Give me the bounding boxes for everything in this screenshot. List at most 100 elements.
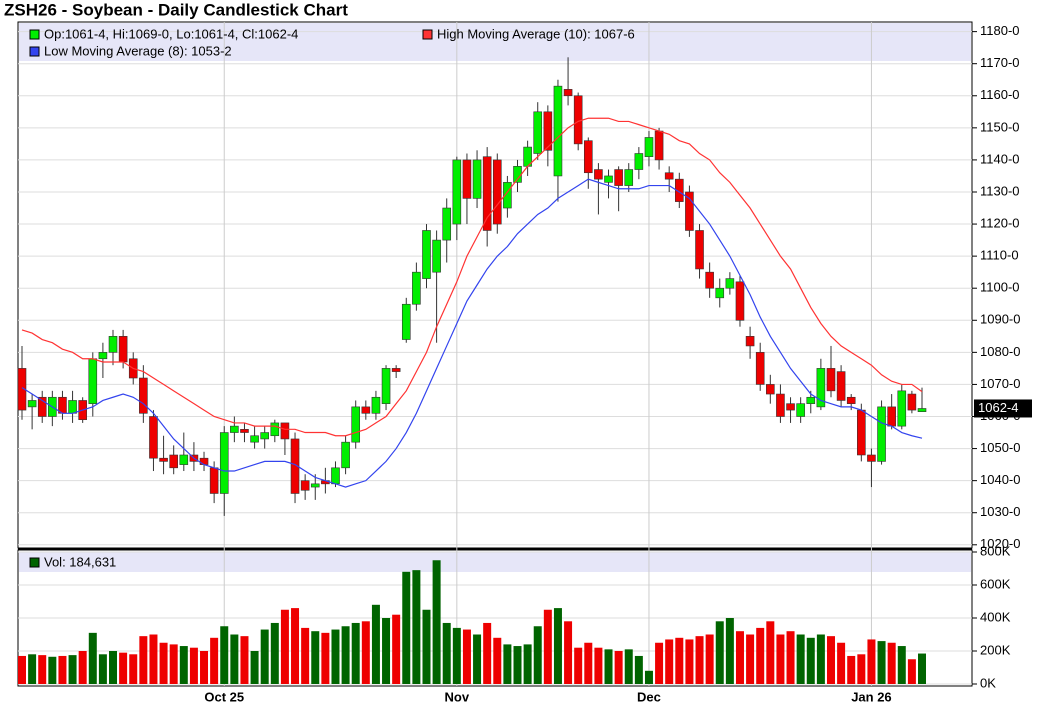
volume-bar	[887, 642, 896, 684]
candle-body	[118, 336, 128, 363]
candle-body	[503, 182, 512, 209]
legend-swatch	[29, 557, 40, 568]
volume-bar	[655, 642, 664, 684]
candle-body	[644, 137, 654, 158]
candle-body	[816, 368, 826, 408]
y-tick-label: 1020-0	[980, 536, 1020, 551]
volume-bar	[341, 626, 350, 684]
volume-bar	[877, 641, 886, 684]
y-tick-label: 1120-0	[980, 215, 1020, 230]
candle-body	[240, 429, 249, 433]
volume-bar	[604, 649, 613, 684]
volume-bar	[837, 642, 846, 684]
chart-title: ZSH26 - Soybean - Daily Candlestick Char…	[4, 0, 348, 19]
volume-bar	[786, 631, 795, 684]
volume-bar	[483, 622, 492, 684]
volume-bar	[462, 629, 471, 684]
candle-body	[159, 457, 168, 462]
candle-body	[230, 425, 239, 433]
y-tick-label: 600K	[980, 576, 1011, 591]
volume-bar	[392, 614, 401, 684]
candle-body	[179, 454, 189, 465]
legend-label: Op:1061-4, Hi:1069-0, Lo:1061-4, Cl:1062…	[44, 26, 298, 41]
volume-bar	[675, 637, 684, 684]
candle-body	[149, 416, 158, 459]
volume-bar	[584, 642, 593, 684]
y-tick-label: 1160-0	[980, 87, 1020, 102]
candle-body	[594, 169, 603, 180]
candle-body	[270, 422, 280, 437]
y-tick-label: 1070-0	[980, 376, 1020, 391]
volume-bar	[250, 651, 259, 684]
candle-body	[857, 409, 866, 456]
candle-body	[401, 303, 411, 340]
volume-bar	[291, 608, 300, 684]
volume-bar	[513, 646, 522, 684]
candle-body	[199, 457, 209, 465]
candle-body	[563, 89, 573, 97]
volume-bar	[371, 604, 380, 684]
last-price-box	[974, 399, 1032, 418]
candle-body	[917, 408, 927, 412]
volume-bar	[766, 621, 775, 684]
candle-body	[745, 336, 755, 347]
volume-bar	[756, 627, 765, 684]
candle-body	[897, 390, 907, 427]
volume-bar	[68, 655, 77, 684]
volume-bar	[432, 560, 441, 684]
candle-body	[381, 368, 391, 404]
y-tick-label: 200K	[980, 642, 1011, 657]
candle-body	[17, 368, 27, 411]
candle-body	[108, 336, 118, 353]
y-tick-label: 1090-0	[980, 312, 1020, 327]
candle-body	[331, 467, 340, 485]
candle-body	[786, 403, 795, 411]
candle-body	[310, 483, 320, 488]
legend-swatch	[422, 29, 433, 40]
candle-body	[361, 406, 371, 414]
candle-body	[553, 85, 563, 177]
volume-bar	[776, 634, 785, 684]
y-tick-label: 1170-0	[980, 55, 1020, 70]
volume-bar	[796, 634, 805, 684]
volume-bar	[503, 644, 512, 684]
candle-body	[634, 153, 644, 170]
candle-body	[604, 175, 613, 183]
volume-bar	[270, 622, 279, 684]
volume-bar	[119, 652, 128, 684]
y-tick-label: 1100-0	[980, 280, 1020, 295]
volume-bar	[735, 631, 744, 684]
candle-body	[341, 441, 350, 469]
plot-background	[17, 21, 973, 549]
candle-body	[88, 358, 98, 404]
volume-bar	[88, 632, 97, 684]
candle-body	[583, 140, 593, 174]
volume-bar	[28, 654, 37, 684]
y-tick-label: 1030-0	[980, 504, 1020, 519]
candle-body	[664, 172, 674, 180]
candle-body	[675, 178, 684, 202]
volume-bar	[331, 629, 340, 684]
volume-bar	[826, 636, 835, 684]
volume-bar	[422, 609, 431, 684]
candle-body	[260, 432, 269, 440]
candle-body	[685, 191, 694, 231]
candle-body	[27, 400, 37, 408]
y-tick-label: 400K	[980, 609, 1011, 624]
candle-body	[412, 271, 421, 305]
volume-bar	[200, 651, 209, 684]
volume-bar	[280, 609, 289, 684]
volume-bar	[816, 634, 825, 684]
volume-bar	[351, 622, 360, 684]
legend-swatch	[29, 29, 40, 40]
volume-bar	[685, 639, 694, 684]
moving-average-line	[21, 117, 923, 437]
volume-bar	[382, 618, 391, 684]
candle-body	[472, 159, 482, 199]
legend-band	[19, 23, 971, 61]
volume-bar	[867, 639, 876, 684]
volume-bar	[18, 655, 26, 684]
volume-bar	[634, 655, 643, 684]
candle-body	[755, 352, 765, 385]
legend-swatch	[29, 46, 40, 57]
